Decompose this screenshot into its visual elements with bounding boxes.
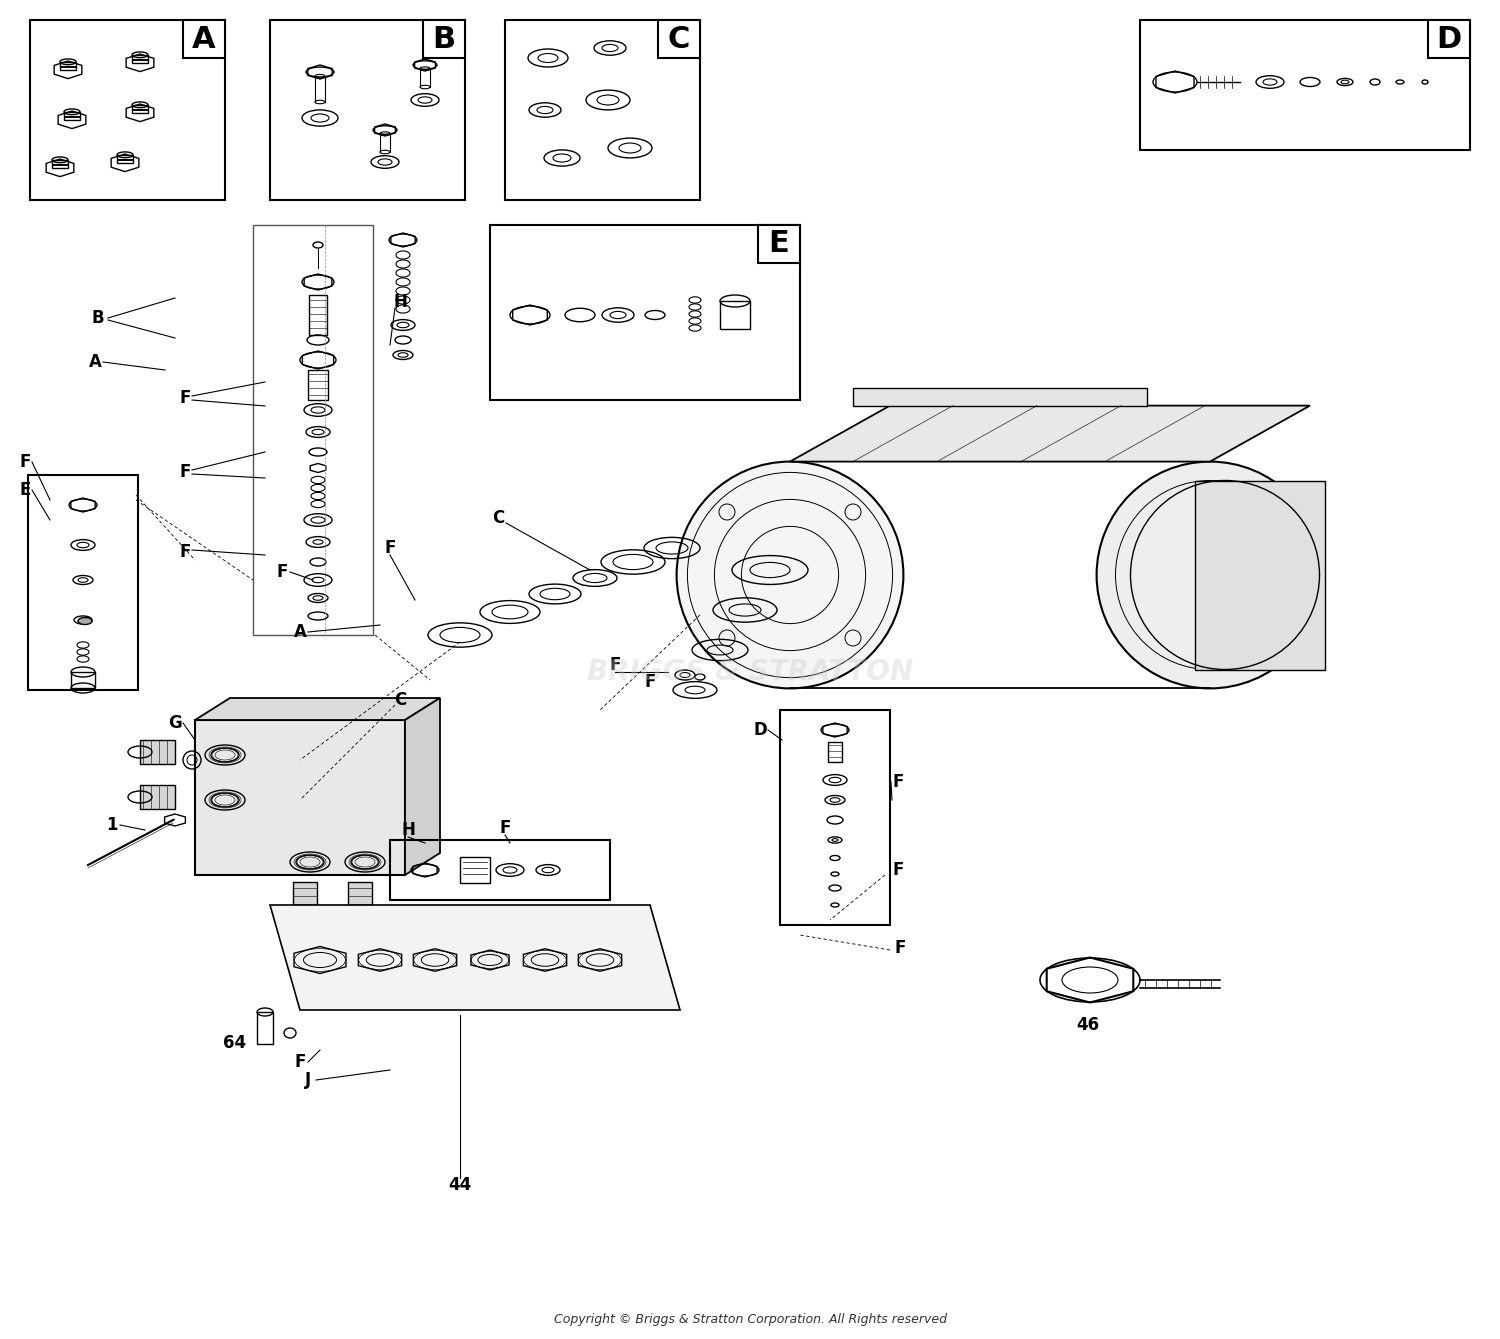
- Text: A: A: [192, 24, 216, 54]
- Text: J: J: [304, 1071, 310, 1089]
- Text: F: F: [894, 939, 906, 957]
- Text: F: F: [180, 544, 190, 561]
- Bar: [390, 840, 610, 900]
- Bar: [292, 882, 316, 915]
- Text: F: F: [609, 656, 621, 674]
- Text: G: G: [168, 714, 182, 732]
- Ellipse shape: [1096, 462, 1323, 688]
- Ellipse shape: [676, 462, 903, 688]
- Bar: [309, 295, 327, 335]
- Bar: [308, 370, 328, 400]
- Text: F: F: [180, 390, 190, 407]
- Bar: [828, 742, 842, 762]
- Ellipse shape: [78, 617, 92, 624]
- Bar: [64, 111, 80, 119]
- Bar: [30, 20, 225, 200]
- Text: 44: 44: [448, 1176, 471, 1194]
- Text: B: B: [92, 309, 105, 327]
- Bar: [28, 475, 138, 690]
- Text: A: A: [88, 353, 102, 371]
- Bar: [1428, 20, 1470, 58]
- Text: BRIGGS & STRATTON: BRIGGS & STRATTON: [586, 657, 914, 686]
- Polygon shape: [405, 698, 439, 874]
- Text: F: F: [500, 819, 510, 837]
- Polygon shape: [270, 905, 680, 1010]
- Text: E: E: [768, 229, 789, 258]
- Text: 46: 46: [1077, 1016, 1100, 1034]
- Text: C: C: [394, 691, 406, 708]
- Text: F: F: [384, 540, 396, 557]
- Text: D: D: [1437, 24, 1461, 54]
- Bar: [53, 159, 68, 167]
- Bar: [270, 20, 465, 200]
- Text: F: F: [645, 674, 656, 691]
- Text: B: B: [432, 24, 456, 54]
- Bar: [70, 672, 94, 688]
- Bar: [780, 710, 889, 925]
- Text: H: H: [393, 293, 406, 311]
- Bar: [490, 225, 800, 400]
- Polygon shape: [790, 406, 1310, 462]
- Text: F: F: [892, 773, 903, 791]
- Bar: [254, 225, 374, 635]
- Text: F: F: [892, 861, 903, 878]
- Bar: [460, 857, 490, 882]
- Bar: [658, 20, 700, 58]
- Text: E: E: [20, 481, 30, 499]
- Bar: [183, 20, 225, 58]
- Text: H: H: [400, 821, 416, 840]
- Bar: [348, 882, 372, 915]
- Bar: [506, 20, 700, 200]
- Text: C: C: [492, 509, 504, 528]
- Text: 1: 1: [106, 815, 117, 834]
- Bar: [423, 20, 465, 58]
- Bar: [195, 720, 405, 874]
- Bar: [1196, 481, 1324, 670]
- Bar: [720, 301, 750, 329]
- Polygon shape: [195, 698, 440, 720]
- Text: F: F: [20, 453, 30, 471]
- Text: Copyright © Briggs & Stratton Corporation. All Rights reserved: Copyright © Briggs & Stratton Corporatio…: [554, 1314, 946, 1327]
- Bar: [132, 104, 148, 112]
- Text: D: D: [753, 720, 766, 739]
- Bar: [140, 740, 176, 765]
- Text: F: F: [180, 463, 190, 481]
- Bar: [117, 155, 134, 163]
- Text: C: C: [668, 24, 690, 54]
- Bar: [1140, 20, 1470, 150]
- Text: A: A: [294, 623, 306, 641]
- Bar: [758, 225, 800, 262]
- Bar: [140, 785, 176, 809]
- Bar: [132, 55, 148, 63]
- Bar: [60, 62, 76, 70]
- Bar: [256, 1012, 273, 1044]
- Text: F: F: [294, 1052, 306, 1071]
- Text: F: F: [276, 562, 288, 581]
- Bar: [853, 387, 1148, 406]
- Text: 64: 64: [224, 1034, 246, 1052]
